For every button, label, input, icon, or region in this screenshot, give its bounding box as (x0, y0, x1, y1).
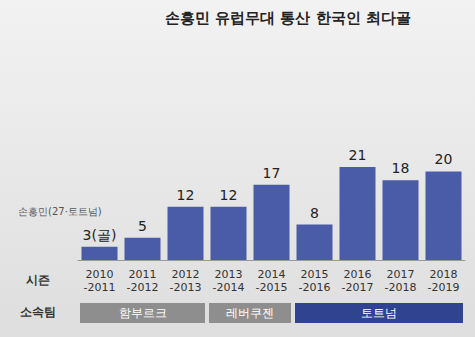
svg-text:5: 5 (138, 218, 147, 234)
svg-text:12: 12 (177, 187, 195, 203)
svg-text:18: 18 (392, 160, 410, 176)
svg-text:-2012: -2012 (127, 281, 159, 294)
svg-text:레버쿠젠: 레버쿠젠 (226, 306, 274, 320)
svg-text:2011: 2011 (129, 268, 157, 281)
svg-text:-2016: -2016 (299, 281, 331, 294)
svg-text:소속팀: 소속팀 (20, 305, 56, 319)
svg-text:2015: 2015 (301, 268, 329, 281)
svg-text:2016: 2016 (344, 268, 372, 281)
svg-text:2018: 2018 (430, 268, 458, 281)
svg-text:8: 8 (310, 205, 319, 221)
svg-text:-2014: -2014 (213, 281, 245, 294)
svg-text:2017: 2017 (387, 268, 415, 281)
svg-text:2012: 2012 (172, 268, 200, 281)
svg-text:-2011: -2011 (84, 281, 116, 294)
svg-text:12: 12 (220, 187, 238, 203)
svg-text:손흥민 유럽무대 통산 한국인 최다골: 손흥민 유럽무대 통산 한국인 최다골 (165, 9, 411, 27)
svg-text:21: 21 (349, 147, 367, 163)
svg-text:3(골): 3(골) (83, 227, 117, 243)
svg-text:2014: 2014 (258, 268, 286, 281)
svg-text:2013: 2013 (215, 268, 243, 281)
svg-text:17: 17 (263, 165, 281, 181)
svg-text:토트넘: 토트넘 (361, 306, 397, 320)
svg-text:손흥민(27·토트넘): 손흥민(27·토트넘) (18, 206, 102, 217)
svg-text:함부르크: 함부르크 (119, 306, 167, 320)
svg-text:-2017: -2017 (342, 281, 374, 294)
svg-text:20: 20 (435, 151, 453, 167)
svg-text:-2015: -2015 (256, 281, 288, 294)
svg-text:-2018: -2018 (385, 281, 417, 294)
svg-text:시즌: 시즌 (26, 273, 50, 287)
svg-text:-2013: -2013 (170, 281, 202, 294)
svg-text:-2019: -2019 (428, 281, 460, 294)
svg-text:2010: 2010 (86, 268, 114, 281)
